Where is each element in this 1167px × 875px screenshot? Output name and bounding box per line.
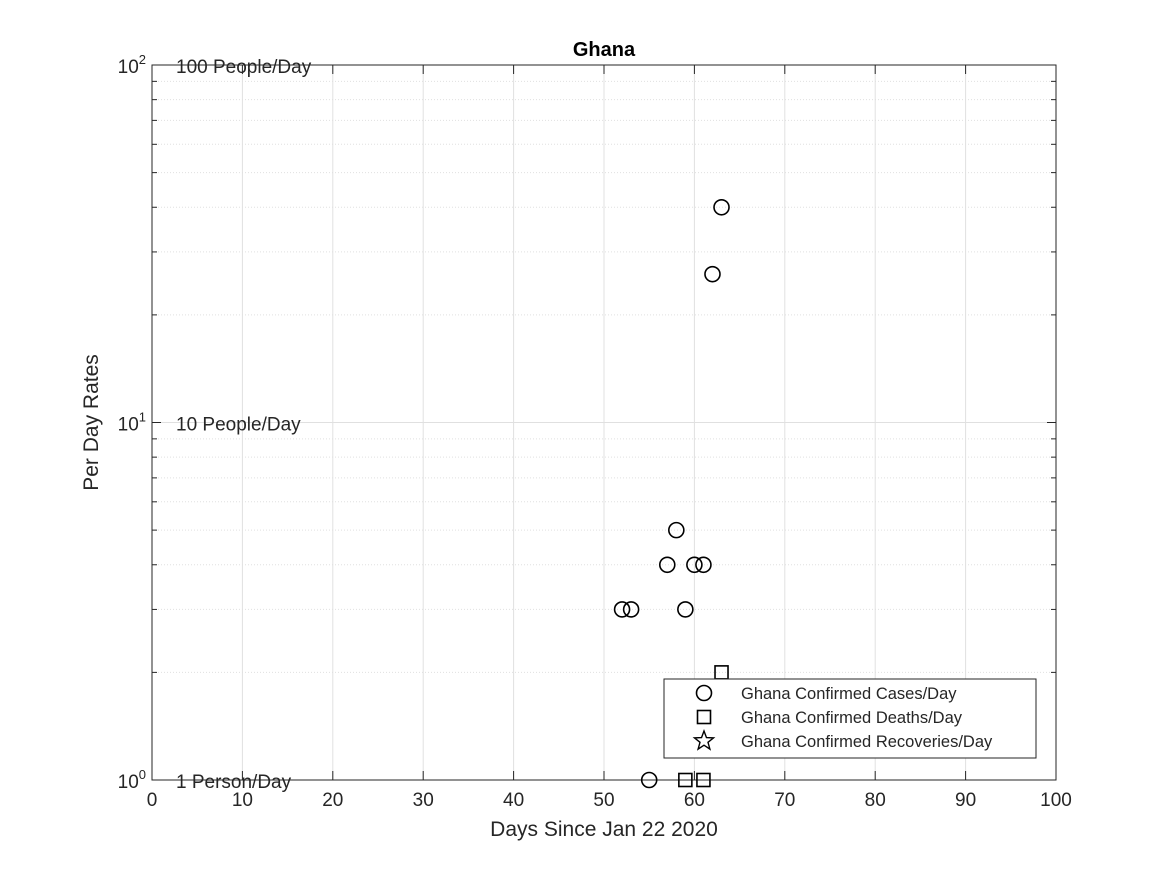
y-axis-label: Per Day Rates [80, 354, 103, 491]
legend: Ghana Confirmed Cases/Day Ghana Confirmed… [664, 679, 1036, 758]
y-tick-exponent: 2 [139, 52, 146, 67]
annotation-label: 100 People/Day [176, 57, 312, 78]
x-tick-label: 90 [955, 790, 976, 811]
x-tick-label: 10 [232, 790, 253, 811]
y-tick-exponent: 1 [139, 410, 146, 425]
y-tick-base: 10 [118, 415, 139, 436]
y-tick-exponent: 0 [139, 767, 146, 782]
y-tick-base: 10 [118, 772, 139, 793]
legend-entry-label: Ghana Confirmed Recoveries/Day [741, 733, 993, 751]
x-axis-label: Days Since Jan 22 2020 [490, 818, 718, 841]
annotation-label: 10 People/Day [176, 415, 301, 436]
x-tick-label: 70 [774, 790, 795, 811]
chart-title: Ghana [573, 39, 636, 61]
x-tick-label: 30 [413, 790, 434, 811]
y-tick-base: 10 [118, 57, 139, 78]
x-tick-label: 20 [322, 790, 343, 811]
annotation-label: 1 Person/Day [176, 772, 292, 793]
x-tick-label: 60 [684, 790, 705, 811]
x-tick-label: 80 [865, 790, 886, 811]
x-tick-label: 0 [147, 790, 158, 811]
x-tick-label: 40 [503, 790, 524, 811]
x-tick-label: 50 [593, 790, 614, 811]
legend-entry-label: Ghana Confirmed Cases/Day [741, 685, 957, 703]
legend-entry-label: Ghana Confirmed Deaths/Day [741, 709, 963, 727]
x-tick-label: 100 [1040, 790, 1072, 811]
